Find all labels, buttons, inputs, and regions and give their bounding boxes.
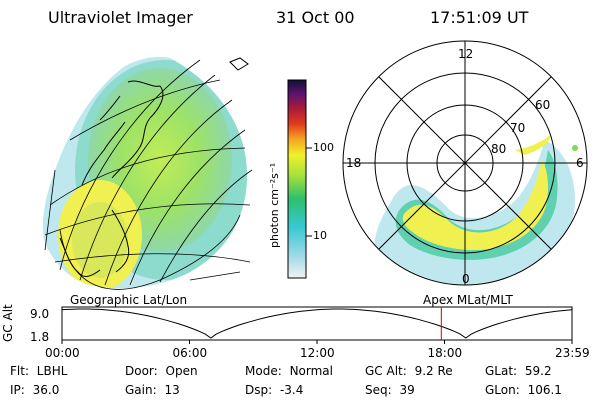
geo-grid: [44, 59, 253, 290]
info-field-value: 9.2 Re: [410, 364, 453, 378]
info-field-value: Normal: [285, 364, 333, 378]
altitude-ymax: 9.0: [30, 307, 50, 321]
lat-80-label: 80: [491, 142, 507, 156]
date-label: 31 Oct 00: [276, 8, 355, 27]
mlt-6-label: 6: [576, 156, 584, 170]
altitude-x-tick-label: 23:59: [555, 346, 590, 360]
info-field-label: Gain:: [125, 383, 157, 397]
geographic-label: Geographic Lat/Lon: [70, 293, 188, 307]
info-field: Dsp: -3.4: [245, 383, 303, 397]
info-field-label: Seq:: [365, 383, 392, 397]
info-field-value: Open: [161, 364, 198, 378]
info-field: GLat: 59.2: [485, 364, 552, 378]
info-field: Mode: Normal: [245, 364, 333, 378]
colorbar-tick-10: 10: [313, 229, 327, 242]
info-field-value: 39: [395, 383, 415, 397]
altitude-ymin: 1.8: [30, 330, 50, 344]
info-field-label: GC Alt:: [365, 364, 407, 378]
info-field: Seq: 39: [365, 383, 415, 397]
mlt-18-label: 18: [346, 156, 362, 170]
lat-70-label: 70: [510, 121, 526, 135]
info-field-value: 59.2: [521, 364, 552, 378]
altitude-x-tick-label: 00:00: [45, 346, 80, 360]
info-field-label: IP:: [10, 383, 25, 397]
info-field-value: 106.1: [523, 383, 562, 397]
info-field: GLon: 106.1: [485, 383, 562, 397]
info-field-value: 13: [160, 383, 180, 397]
instrument-title: Ultraviolet Imager: [48, 8, 193, 27]
mlt-12-label: 12: [458, 47, 474, 61]
polar-grid: [342, 40, 588, 286]
info-field-label: GLat:: [485, 364, 518, 378]
info-field-value: LBHL: [32, 364, 68, 378]
info-field-label: GLon:: [485, 383, 520, 397]
apex-label: Apex MLat/MLT: [423, 293, 513, 307]
time-label: 17:51:09 UT: [430, 8, 529, 27]
lat-60-label: 60: [535, 98, 551, 112]
altitude-x-tick-label: 18:00: [427, 346, 463, 360]
coastline: [59, 57, 249, 277]
info-field-label: Mode:: [245, 364, 282, 378]
info-field-label: Flt:: [10, 364, 29, 378]
altitude-x-tick-label: 12:00: [300, 346, 335, 360]
info-field-value: 36.0: [28, 383, 60, 397]
info-field: Gain: 13: [125, 383, 180, 397]
altitude-trace: [61, 308, 573, 339]
info-field-label: Dsp:: [245, 383, 273, 397]
altitude-x-tick-label: 06:00: [172, 346, 208, 360]
info-field: Door: Open: [125, 364, 198, 378]
info-field: Flt: LBHL: [10, 364, 67, 378]
mlt-0-label: 0: [462, 272, 470, 286]
altitude-frame: [61, 306, 573, 341]
colorbar-tick-100: 100: [313, 141, 334, 154]
info-field: GC Alt: 9.2 Re: [365, 364, 453, 378]
info-field-label: Door:: [125, 364, 158, 378]
info-field: IP: 36.0: [10, 383, 59, 397]
info-field-value: -3.4: [276, 383, 304, 397]
